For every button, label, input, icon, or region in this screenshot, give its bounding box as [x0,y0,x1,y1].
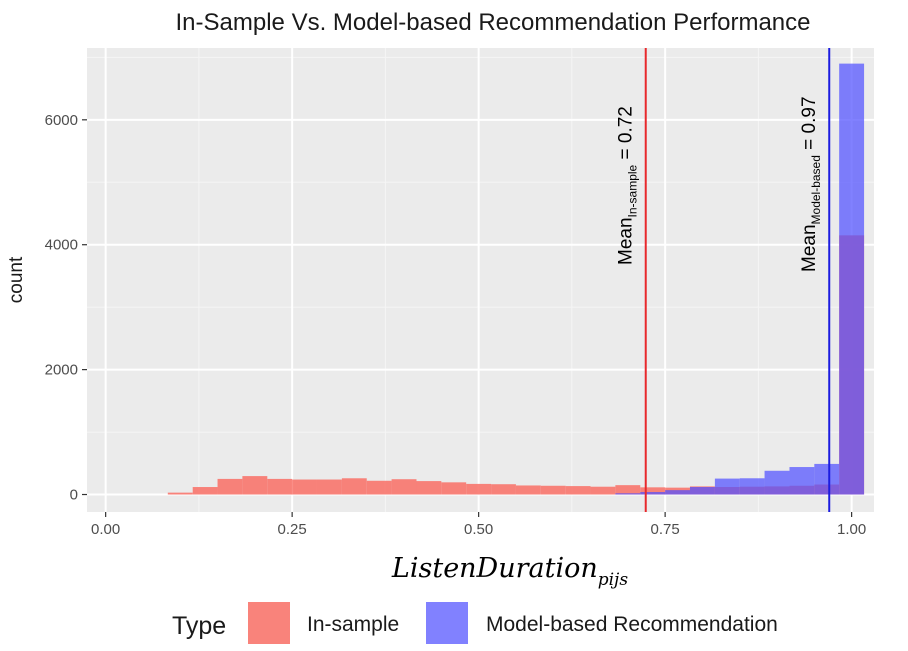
bar-model-based-recommendation [615,493,641,495]
bar-model-based-recommendation [839,63,865,495]
x-axis-title-main: ListenDuration [391,553,598,584]
x-axis-title: ListenDurationpijs [391,553,628,590]
bar-in-sample [515,485,541,495]
mean-annotation-value: = 0.97 [799,96,820,155]
x-tick-label: 0.00 [91,521,120,538]
mean-annotation-label: Mean [616,217,637,265]
mean-annotation-label: Mean [799,224,820,272]
x-tick-label: 0.50 [464,521,493,538]
bar-in-sample [491,484,516,495]
bar-in-sample [316,479,342,495]
bar-in-sample [391,479,417,495]
y-tick-label: 6000 [45,112,78,129]
mean-annotation-subscript: In-sample [626,164,640,217]
legend-swatch-in-sample [248,602,290,644]
bar-model-based-recommendation [764,470,790,495]
bar-in-sample [217,478,243,495]
legend-swatch-model-based [426,602,468,644]
mean-annotation-in-sample: MeanIn-sample = 0.72 [616,106,640,265]
bar-in-sample [192,487,218,495]
y-tick-label: 2000 [45,362,78,379]
bar-model-based-recommendation [689,487,715,495]
x-axis: 0.00 0.25 0.50 0.75 1.00 [91,512,866,538]
bar-model-based-recommendation [739,478,765,495]
bar-in-sample [366,480,392,495]
grid-minor [87,48,874,512]
x-tick-label: 0.25 [278,521,307,538]
bar-in-sample [565,486,591,495]
bar-in-sample [416,481,442,495]
chart-title: In-Sample Vs. Model-based Recommendation… [176,9,811,36]
bar-in-sample [267,478,293,495]
bar-in-sample [590,486,616,495]
mean-annotation-model-based: MeanModel-based = 0.97 [799,96,823,272]
x-axis-title-subscript: pijs [598,570,629,590]
bar-in-sample [640,487,666,495]
mean-annotation-value: = 0.72 [616,106,637,165]
x-tick-label: 0.75 [651,521,680,538]
bar-in-sample [466,483,492,495]
legend-label-in-sample: In-sample [307,613,399,636]
plot-panel [87,48,874,512]
y-axis-title: count [6,256,27,303]
legend-title: Type [172,612,226,640]
y-tick-label: 4000 [45,237,78,254]
bar-model-based-recommendation [665,490,690,495]
y-tick-label: 0 [70,487,78,504]
bar-in-sample [540,485,566,495]
mean-annotation-subscript: Model-based [809,155,823,224]
bar-model-based-recommendation [789,467,815,495]
bar-in-sample [292,479,317,495]
x-tick-label: 1.00 [837,521,866,538]
bar-in-sample [167,492,193,495]
bar-in-sample [242,476,268,495]
bar-model-based-recommendation [814,463,840,495]
legend: Type In-sample Model-based Recommendatio… [172,602,778,644]
bar-model-based-recommendation [714,478,740,495]
bar-in-sample [441,482,467,495]
bar-in-sample [615,485,641,495]
legend-label-model-based: Model-based Recommendation [486,613,778,636]
bar-model-based-recommendation [640,492,666,495]
histogram-bars [167,63,865,495]
bar-in-sample [341,478,367,495]
y-axis: 0 2000 4000 6000 [45,112,87,504]
